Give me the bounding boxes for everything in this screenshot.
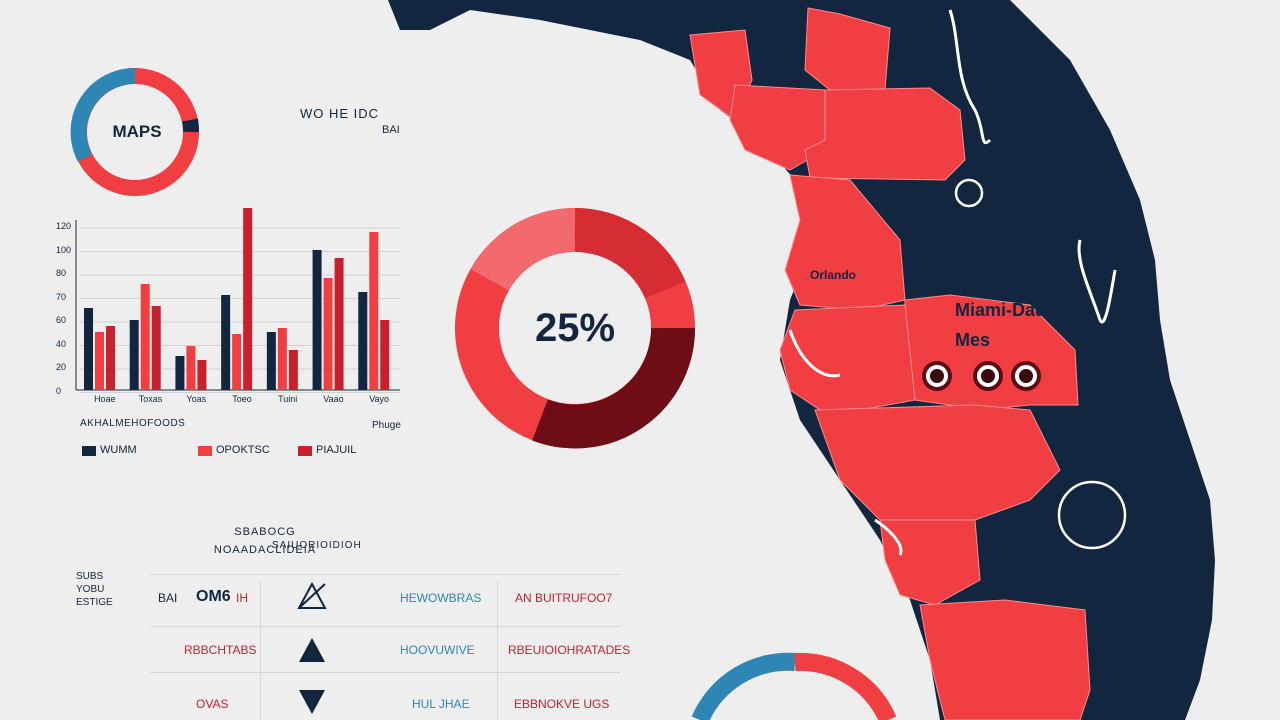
table-vrule-2 — [497, 580, 498, 720]
side-label-1: SUBS — [76, 571, 104, 582]
bar-wumm-hoae — [84, 308, 93, 390]
bar-piajuil-yoas — [197, 360, 207, 390]
map-label-city: Miami-Dade — [955, 300, 1057, 320]
map-label-small: Orlando — [810, 268, 857, 282]
x-tick-label: Hoae — [94, 394, 116, 404]
table-header-2: NOAADACLIDEIA — [213, 544, 317, 556]
map-label-sub: Mes — [955, 330, 991, 350]
bar-opoktsc-hoae — [95, 332, 104, 390]
y-tick-label: 40 — [56, 338, 67, 349]
bar-opoktsc-toeo — [232, 334, 242, 390]
header-text-2: BAI — [382, 124, 400, 136]
bar-piajuil-vaao — [334, 258, 344, 390]
bar-wumm-vayo — [358, 292, 368, 390]
legend-swatch-piajuil — [298, 446, 312, 456]
table-row: OVAS HUL JHAE EBBNOKVE UGS — [150, 690, 620, 716]
bar-piajuil-vayo — [380, 320, 390, 390]
triangle-down-icon — [299, 690, 325, 714]
x-tick-label: Vaao — [323, 394, 344, 404]
bar-wumm-toxas — [129, 320, 139, 390]
triangle-up-icon — [299, 638, 325, 662]
y-tick-label: 0 — [56, 385, 62, 396]
table-rule-1 — [150, 574, 620, 575]
x-tick-label: Tuini — [278, 394, 298, 404]
legend-swatch-wumm — [82, 446, 96, 456]
table-rule-3 — [150, 672, 620, 673]
row1-col-a: BAI — [158, 591, 178, 605]
row2-col-a: RBBCHTABS — [184, 643, 257, 657]
row1-col-d: HEWOWBRAS — [400, 591, 482, 605]
row2-col-e: RBEUIOIOHRATADES — [508, 643, 631, 657]
table-header-b: SAIUORIOIDIOH — [272, 540, 362, 551]
table-vrule-1 — [260, 580, 261, 720]
x-tick-label: Yoas — [186, 394, 207, 404]
chart-axis-caption-right: Phuge — [372, 420, 401, 431]
table-row: RBBCHTABS HOOVUWIVE RBEUIOIOHRATADES — [150, 638, 630, 662]
side-label-3: ESTIGE — [76, 597, 113, 608]
center-donut-label: 25% — [534, 306, 616, 350]
county-south-a — [814, 404, 1061, 526]
legend-label-wumm: WUMM — [100, 444, 137, 456]
row1-col-b: OM6 — [196, 588, 231, 605]
top-donut-label: MAPS — [112, 122, 162, 141]
y-tick-label: 70 — [56, 291, 67, 302]
x-tick-label: Toxas — [138, 394, 163, 404]
bar-piajuil-tuini — [288, 350, 298, 390]
table-side-labels: SUBS YOBU ESTIGE — [76, 570, 113, 609]
row1-col-c: IH — [236, 591, 248, 605]
x-tick-label: Toeo — [232, 394, 252, 404]
y-tick-label: 20 — [56, 362, 67, 372]
map-markers — [922, 361, 1041, 391]
chart-axis-caption: AKHALMEHOFOODS — [80, 418, 186, 429]
county-north-d — [804, 87, 966, 181]
row2-col-d: HOOVUWIVE — [400, 643, 475, 657]
bar-opoktsc-vayo — [369, 232, 379, 390]
bar-piajuil-toeo — [243, 208, 253, 390]
table-header: SBABOCG NOAADACLIDEIA — [150, 526, 380, 556]
header-text: WO HE IDC — [300, 106, 380, 121]
bar-opoktsc-tuini — [277, 328, 287, 390]
bar-wumm-toeo — [221, 295, 231, 390]
table-row: BAI OM6 IH HEWOWBRAS AN BUITRUFOO7 — [150, 581, 620, 610]
table-rule-2 — [150, 626, 620, 627]
bar-opoktsc-vaao — [323, 278, 333, 390]
y-tick-label: 60 — [56, 315, 67, 325]
row1-col-e: AN BUITRUFOO7 — [515, 591, 613, 605]
row3-col-a: OVAS — [196, 697, 229, 711]
bar-opoktsc-yoas — [186, 346, 196, 390]
table-header-1: SBABOCG — [234, 526, 296, 538]
legend-label-opoktsc: OPOKTSC — [216, 444, 270, 456]
legend-swatch-opoktsc — [198, 446, 212, 456]
county-south-c — [919, 599, 1091, 720]
y-tick-label: 120 — [56, 221, 72, 231]
chart-legend: WUMM OPOKTSC PIAJUIL — [82, 444, 412, 460]
y-tick-label: 80 — [56, 268, 67, 278]
bar-piajuil-hoae — [106, 326, 115, 390]
bar-wumm-yoas — [175, 356, 185, 390]
bar-wumm-vaao — [312, 250, 322, 390]
row3-col-d: HUL JHAE — [412, 697, 470, 711]
legend-label-piajuil: PIAJUIL — [316, 444, 357, 456]
triangle-outline-icon — [297, 581, 327, 609]
row3-col-e: EBBNOKVE UGS — [514, 697, 610, 711]
x-tick-label: Vayo — [369, 394, 390, 404]
y-tick-label: 100 — [56, 244, 72, 255]
bar-wumm-tuini — [266, 332, 276, 390]
bar-opoktsc-toxas — [140, 284, 150, 390]
side-label-2: YOBU — [76, 584, 105, 595]
bar-piajuil-toxas — [151, 306, 161, 390]
